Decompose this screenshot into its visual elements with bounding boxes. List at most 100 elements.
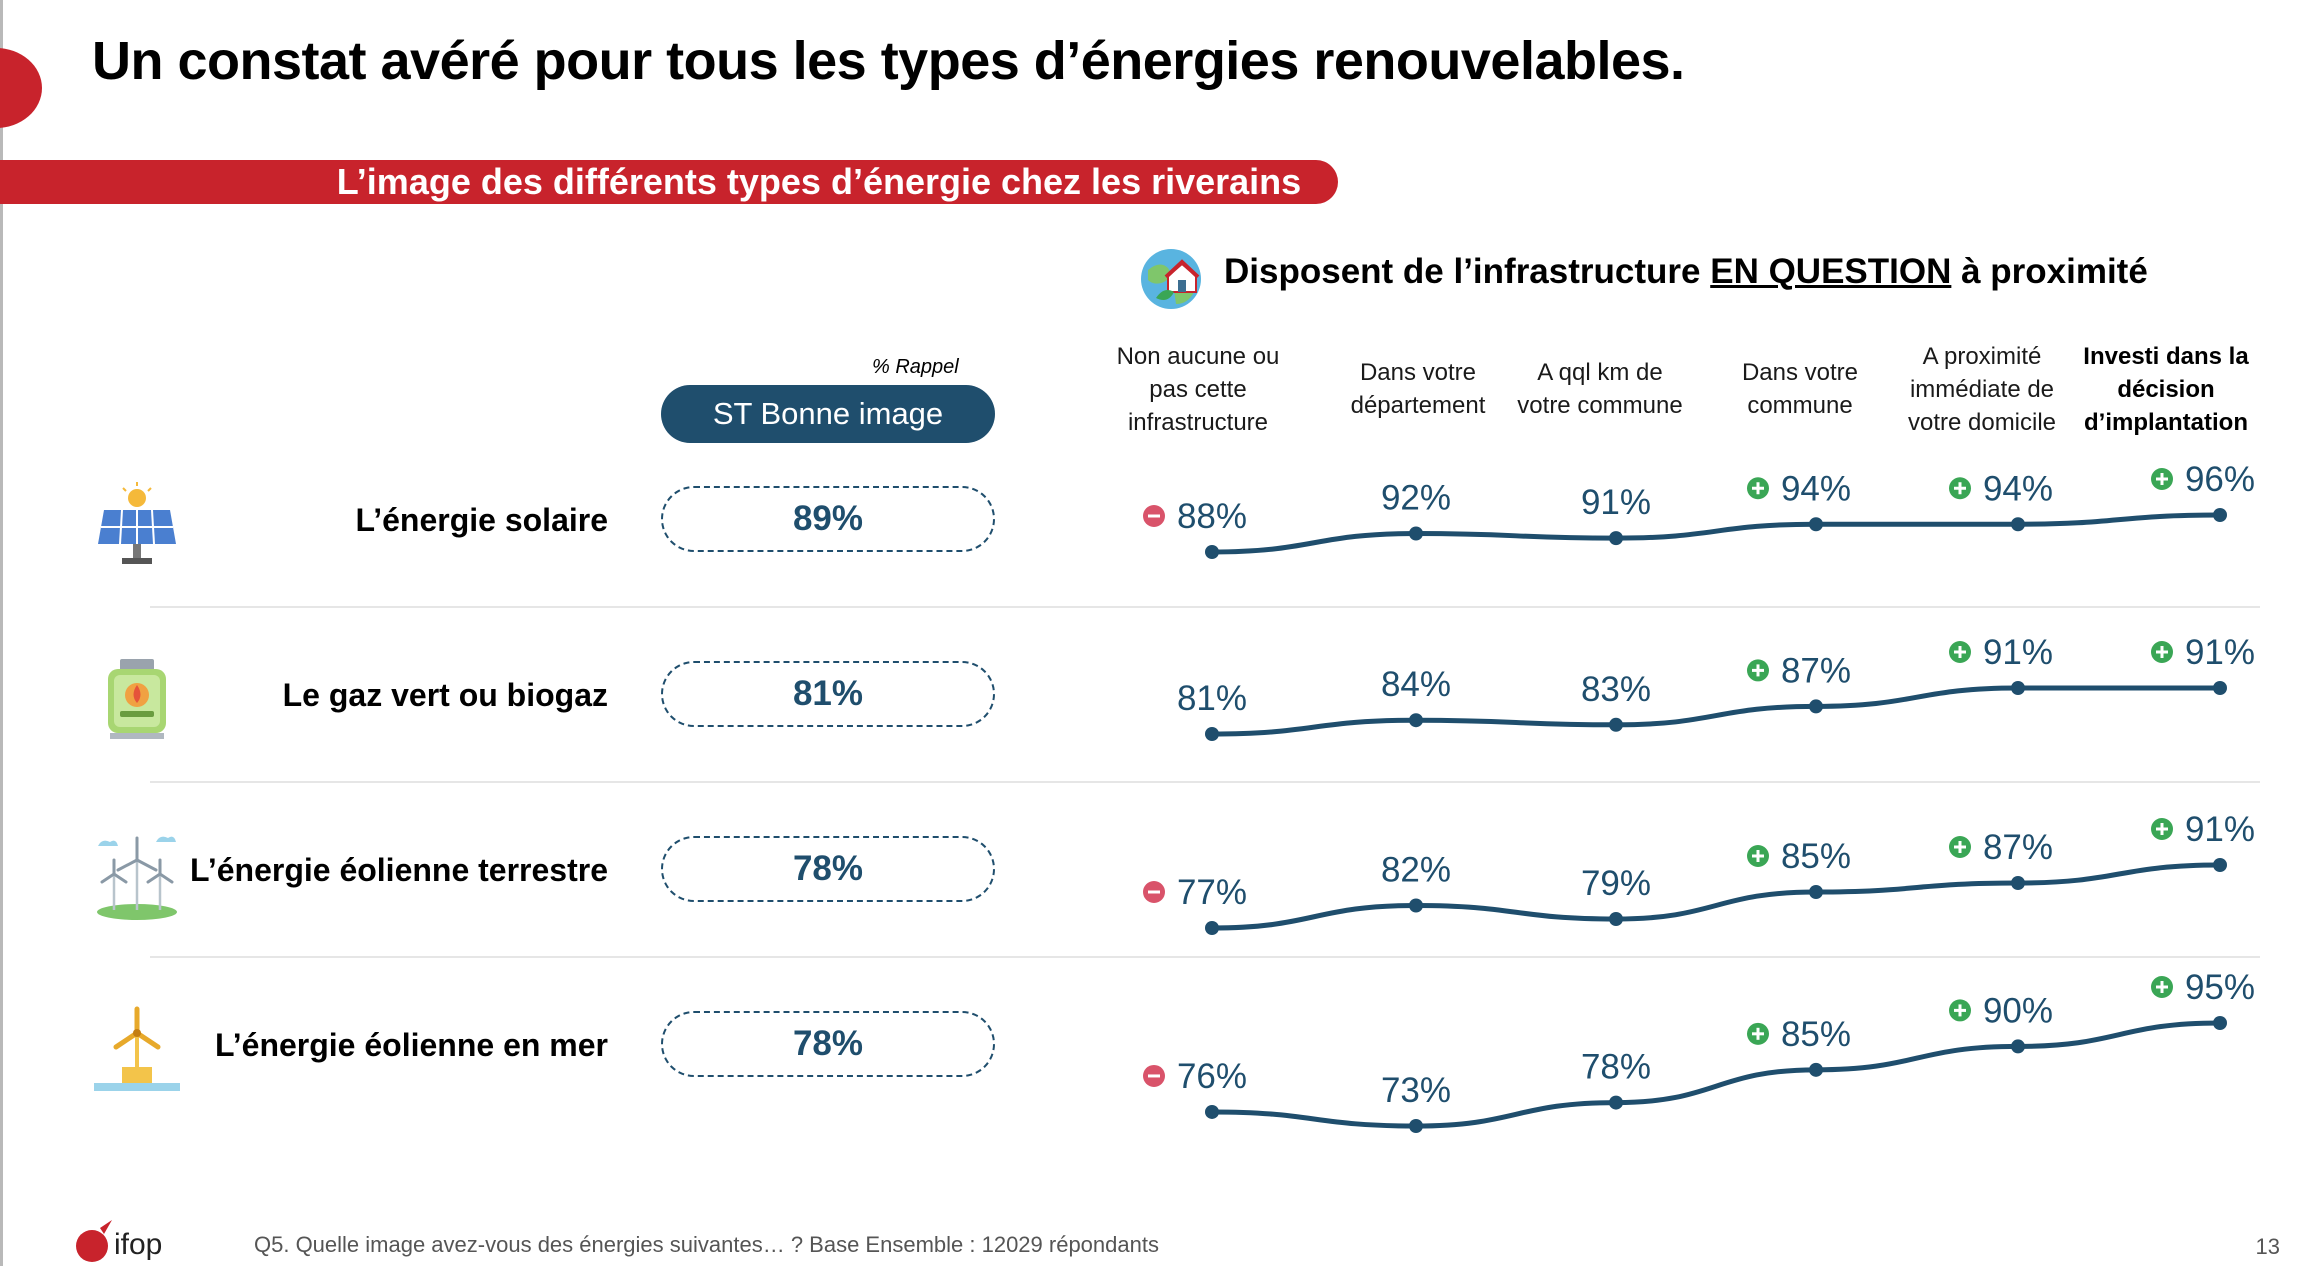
significance-plus-icon	[1949, 999, 1971, 1022]
solar-panel-icon	[98, 482, 176, 564]
data-label: 87%	[1983, 828, 2053, 867]
data-label: 85%	[1781, 837, 1851, 876]
rappel-note: % Rappel	[872, 356, 959, 378]
significance-plus-icon	[1747, 1022, 1769, 1045]
data-point	[1409, 898, 1423, 913]
data-label: 78%	[1581, 1048, 1651, 1087]
data-label: 76%	[1177, 1057, 1247, 1096]
data-label: 95%	[2185, 968, 2255, 1007]
data-label: 91%	[2185, 633, 2255, 672]
column-header-departement: Dans votre département	[1350, 359, 1486, 419]
data-point	[2011, 876, 2025, 890]
st-bonne-image-header: ST Bonne image	[661, 385, 995, 443]
column-header-none: Non aucune ou pas cette infrastructure	[1116, 343, 1280, 436]
data-label: 73%	[1381, 1071, 1451, 1110]
significance-minus-icon	[1143, 881, 1165, 903]
series-line	[1209, 862, 2223, 931]
data-label: 92%	[1381, 479, 1451, 518]
data-label: 84%	[1381, 665, 1451, 704]
significance-plus-icon	[1747, 659, 1769, 682]
left-border	[0, 0, 3, 1266]
subtitle-band: L’image des différents types d’énergie c…	[0, 160, 1338, 204]
significance-plus-icon	[2151, 641, 2173, 663]
data-point	[1205, 727, 1219, 741]
biogas-tank-icon	[108, 659, 166, 739]
data-label: 94%	[1983, 469, 2053, 508]
data-point	[1609, 717, 1623, 732]
data-point	[1809, 699, 1823, 714]
data-label: 91%	[1983, 633, 2053, 672]
st-value-biogaz: 81%	[661, 661, 995, 727]
data-point	[2011, 517, 2025, 532]
data-point	[2213, 508, 2227, 522]
significance-plus-icon	[2151, 976, 2173, 998]
data-point	[2213, 681, 2227, 695]
significance-minus-icon	[1143, 1064, 1165, 1087]
data-point	[1609, 1095, 1623, 1110]
significance-plus-icon	[1747, 845, 1769, 867]
data-point	[1809, 1062, 1823, 1077]
data-label: 81%	[1177, 679, 1247, 718]
data-point	[1205, 921, 1219, 935]
data-label: 85%	[1781, 1015, 1851, 1054]
logo-text: ifop	[114, 1228, 162, 1261]
data-point	[2213, 858, 2227, 872]
data-point	[2011, 681, 2025, 695]
data-label: 90%	[1983, 991, 2053, 1030]
wind-turbine-offshore-icon	[94, 1006, 180, 1091]
section-title: Disposent de l’infrastructure EN QUESTIO…	[1224, 252, 2148, 291]
data-point	[1609, 531, 1623, 546]
data-point	[2213, 1016, 2227, 1030]
series-line	[1209, 685, 2223, 737]
footer-note: Q5. Quelle image avez-vous des énergies …	[254, 1232, 1159, 1257]
data-label: 77%	[1177, 873, 1247, 912]
data-label: 79%	[1581, 864, 1651, 903]
significance-plus-icon	[2151, 468, 2173, 490]
page-number: 13	[2255, 1234, 2280, 1259]
data-label: 91%	[2185, 810, 2255, 849]
st-value-eolien-terrestre: 78%	[661, 836, 995, 902]
data-point	[1409, 1119, 1423, 1133]
data-point	[2011, 1039, 2025, 1054]
data-point	[1205, 1104, 1219, 1119]
data-label: 94%	[1781, 469, 1851, 508]
row-label-solaire: L’énergie solaire	[355, 502, 608, 538]
significance-plus-icon	[1949, 836, 1971, 858]
row-separator	[150, 956, 2260, 958]
subtitle-text: L’image des différents types d’énergie c…	[336, 161, 1302, 202]
significance-plus-icon	[1949, 477, 1971, 500]
significance-plus-icon	[1949, 641, 1971, 663]
column-header-commune: Dans votre commune	[1741, 359, 1859, 419]
data-label: 82%	[1381, 851, 1451, 890]
data-point	[1609, 912, 1623, 926]
section-title-emphasis: EN QUESTION	[1710, 252, 1952, 291]
series-line	[1209, 512, 2223, 555]
column-header-qql-km: A qql km de votre commune	[1517, 359, 1683, 419]
row-label-biogaz: Le gaz vert ou biogaz	[282, 677, 608, 713]
data-point	[1409, 526, 1423, 541]
data-label: 87%	[1781, 651, 1851, 690]
data-point	[1809, 517, 1823, 532]
significance-plus-icon	[1747, 477, 1769, 500]
column-header-proximite: A proximité immédiate de votre domicile	[1907, 343, 2057, 436]
wind-turbine-onshore-icon	[97, 836, 177, 920]
ifop-logo: ifop	[76, 1220, 162, 1262]
row-label-eolien-mer: L’énergie éolienne en mer	[214, 1027, 608, 1063]
data-point	[1809, 885, 1823, 899]
data-point	[1409, 713, 1423, 728]
row-label-eolien-terrestre: L’énergie éolienne terrestre	[190, 852, 608, 888]
data-label: 88%	[1177, 497, 1247, 536]
globe-house-icon	[1141, 249, 1201, 309]
significance-plus-icon	[2151, 818, 2173, 840]
data-label: 96%	[2185, 460, 2255, 499]
series-line	[1209, 1020, 2223, 1129]
page-title: Un constat avéré pour tous les types d’é…	[92, 31, 1685, 91]
data-point	[1205, 545, 1219, 559]
data-label: 83%	[1581, 670, 1651, 709]
row-separator	[150, 781, 2260, 783]
st-value-eolien-mer: 78%	[661, 1011, 995, 1077]
significance-minus-icon	[1143, 505, 1165, 527]
data-label: 91%	[1581, 483, 1651, 522]
st-value-solaire: 89%	[661, 486, 995, 552]
